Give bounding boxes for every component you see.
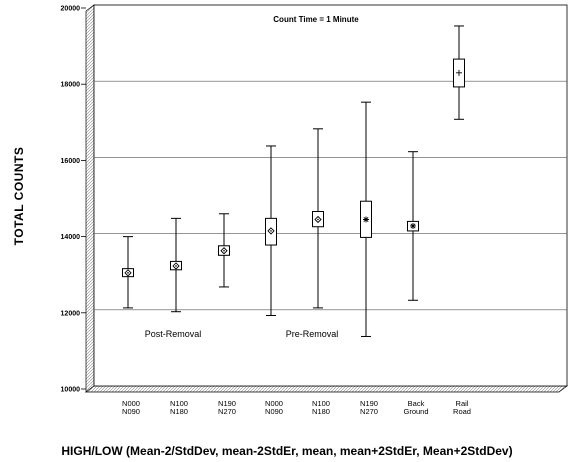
box-back-ground bbox=[407, 151, 419, 301]
x-category-label-line2: N090 bbox=[122, 407, 140, 416]
box-n000-n090 bbox=[122, 236, 134, 309]
x-category-label-line1: Back bbox=[408, 399, 425, 408]
plot-area bbox=[93, 4, 568, 387]
y-tick-label: 16000 bbox=[61, 158, 81, 165]
y-axis-title: TOTAL COUNTS bbox=[12, 147, 26, 246]
y-tick-label: 20000 bbox=[61, 6, 81, 13]
group-label-pre-removal: Pre-Removal bbox=[286, 329, 339, 339]
mean-dot bbox=[127, 272, 129, 274]
x-category-label-line2: N270 bbox=[360, 407, 378, 416]
x-axis-categories: N000N090N100N180N190N270N000N090N100N180… bbox=[122, 399, 471, 416]
mean-marker bbox=[456, 69, 462, 76]
x-axis-title: HIGH/LOW (Mean-2/StdDev, mean-2StdEr, me… bbox=[61, 444, 512, 458]
box-n190-n270 bbox=[360, 101, 372, 337]
box-n100-n180 bbox=[170, 217, 182, 313]
count-time-annotation: Count Time = 1 Minute bbox=[273, 15, 359, 24]
x-category-label-line1: N000 bbox=[122, 399, 140, 408]
x-category-label-line2: N180 bbox=[170, 407, 188, 416]
box-n000-n090 bbox=[265, 145, 277, 317]
mean-dot bbox=[270, 230, 272, 232]
y-axis: 10000 12000 14000 16000 18000 20000 bbox=[61, 6, 86, 394]
x-category-label-line2: Road bbox=[453, 407, 471, 416]
plot-floor bbox=[84, 385, 569, 393]
box-n100-n180 bbox=[312, 128, 324, 309]
gridlines bbox=[94, 80, 567, 311]
x-category-label-line2: N270 bbox=[218, 407, 236, 416]
x-category-label-line1: N100 bbox=[170, 399, 188, 408]
x-category-label-line1: Rail bbox=[456, 399, 469, 408]
x-category-label-line1: N190 bbox=[360, 399, 378, 408]
x-category-label-line2: N090 bbox=[265, 407, 283, 416]
box-rail-road bbox=[453, 25, 465, 120]
mean-marker bbox=[363, 216, 369, 223]
x-category-label-line2: Ground bbox=[403, 407, 428, 416]
plot-wall-left bbox=[85, 4, 95, 393]
x-category-label-line2: N180 bbox=[312, 407, 330, 416]
mean-dot bbox=[175, 265, 177, 267]
group-label-post-removal: Post-Removal bbox=[145, 329, 202, 339]
mean-dot bbox=[223, 249, 225, 252]
y-tick-label: 18000 bbox=[61, 82, 81, 89]
y-tick-label: 14000 bbox=[61, 234, 81, 241]
box-n190-n270 bbox=[218, 213, 230, 288]
y-tick-label: 10000 bbox=[61, 387, 81, 394]
x-category-label-line1: N000 bbox=[265, 399, 283, 408]
y-tick-label: 12000 bbox=[61, 310, 81, 317]
x-category-label-line1: N100 bbox=[312, 399, 330, 408]
mean-dot bbox=[317, 218, 319, 221]
mean-marker bbox=[410, 222, 416, 229]
data-series bbox=[122, 25, 465, 337]
x-category-label-line1: N190 bbox=[218, 399, 236, 408]
